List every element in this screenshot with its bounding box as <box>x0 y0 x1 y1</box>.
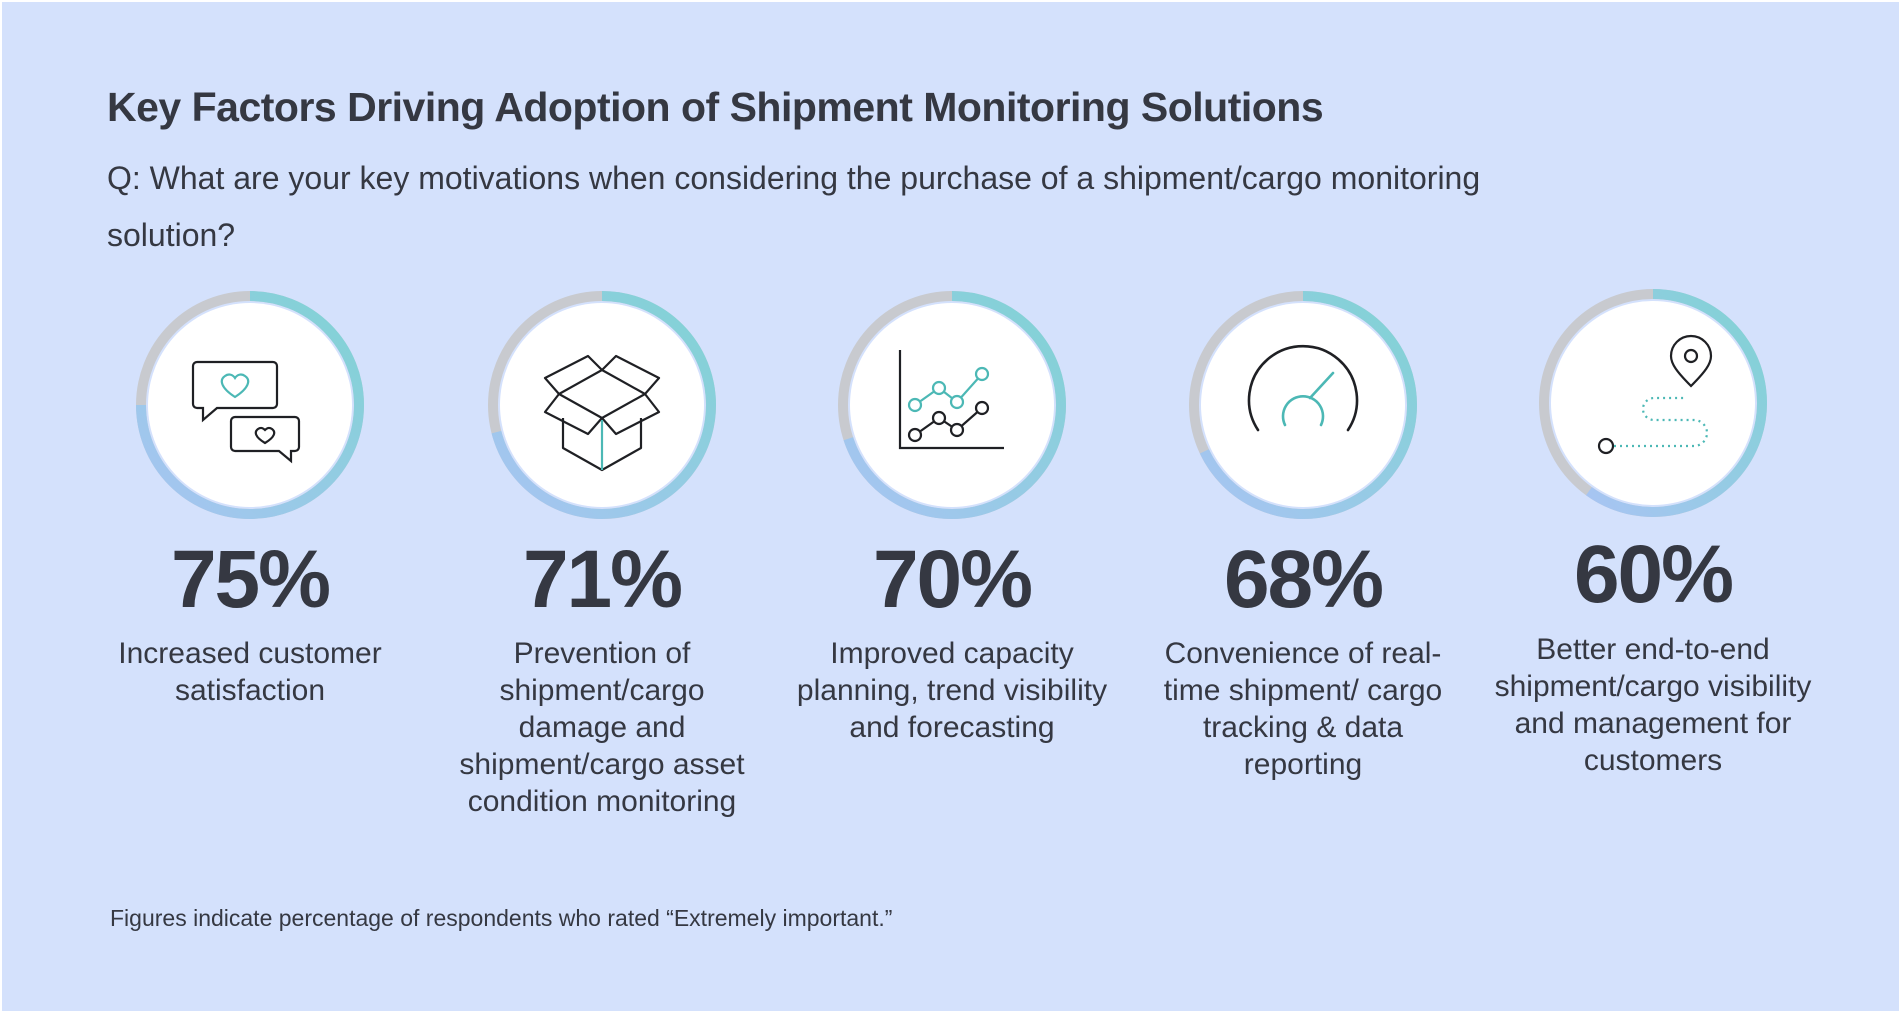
percent-value: 70% <box>872 534 1033 625</box>
factor-label: Convenience of real-time shipment/ cargo… <box>1163 637 1443 781</box>
footnote: Figures indicate percentage of responden… <box>110 905 893 931</box>
progress-arc <box>491 291 716 519</box>
factor-label: Prevention of shipment/cargo damage and … <box>459 637 745 818</box>
progress-arc <box>1586 289 1767 517</box>
percent-value: 60% <box>1573 529 1734 620</box>
gauge-icon <box>1247 344 1359 432</box>
survey-question: Q: What are your key motivations when co… <box>107 160 1481 253</box>
progress-ring <box>1538 288 1768 518</box>
open-box-icon <box>543 354 661 472</box>
progress-ring <box>487 290 717 520</box>
progress-arc <box>136 291 364 519</box>
progress-arc <box>1199 291 1417 519</box>
percent-value: 68% <box>1223 534 1384 625</box>
route-pin-icon <box>1597 334 1713 455</box>
progress-ring <box>837 290 1067 520</box>
chat-hearts-icon <box>191 360 301 464</box>
factor-label: Increased customer satisfaction <box>118 637 382 707</box>
percent-value: 75% <box>170 534 331 625</box>
factor-label: Improved capacity planning, trend visibi… <box>796 637 1108 744</box>
percent-value: 71% <box>522 534 683 625</box>
progress-ring <box>135 290 365 520</box>
factor-label: Better end-to-end shipment/cargo visibil… <box>1494 633 1812 777</box>
line-chart-icon <box>898 350 1004 450</box>
progress-ring <box>1188 290 1418 520</box>
page-title: Key Factors Driving Adoption of Shipment… <box>107 84 1324 130</box>
progress-arc <box>843 291 1066 519</box>
